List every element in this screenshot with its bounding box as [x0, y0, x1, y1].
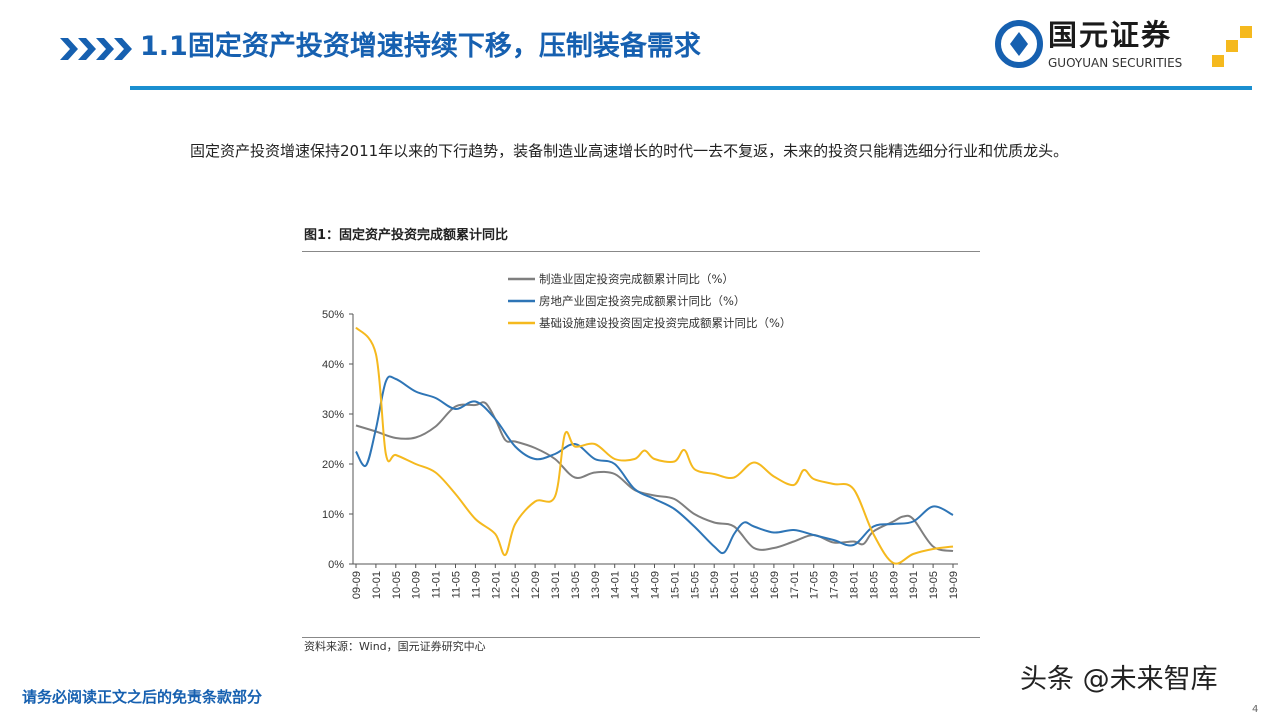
disclaimer-footer: 请务必阅读正文之后的免责条款部分: [22, 688, 263, 706]
legend-label-1: 制造业固定投资完成额累计同比（%）: [539, 272, 734, 286]
figure-source: 资料来源：Wind，国元证券研究中心: [304, 640, 486, 653]
watermark: 头条 @未来智库: [1020, 664, 1218, 695]
gold-squares-icon: [1212, 26, 1252, 67]
x-tick-label: 10-01: [371, 571, 383, 599]
legend-label-2: 房地产业固定投资完成额累计同比（%）: [539, 294, 745, 308]
x-tick-label: 15-09: [709, 571, 721, 599]
x-tick-label: 10-05: [391, 571, 403, 599]
y-tick-label: 50%: [322, 309, 344, 321]
x-tick-label: 19-01: [908, 571, 920, 599]
x-tick-label: 19-09: [948, 571, 960, 599]
x-tick-label: 10-09: [411, 571, 423, 599]
figure-title: 图1：固定资产投资完成额累计同比: [304, 228, 509, 243]
x-tick-label: 18-09: [888, 571, 900, 599]
guoyuan-logo-icon: [995, 20, 1043, 68]
series-line-2: [355, 375, 954, 555]
y-tick-label: 30%: [322, 409, 344, 421]
x-tick-label: 14-05: [630, 571, 642, 599]
x-tick-label: 15-01: [669, 571, 681, 599]
x-tick-label: 18-01: [849, 571, 861, 599]
y-tick-label: 40%: [322, 359, 344, 371]
x-tick-label: 13-09: [590, 571, 602, 599]
page-number: 4: [1252, 704, 1259, 715]
x-tick-label: 11-05: [451, 571, 463, 598]
x-tick-label: 17-01: [789, 571, 801, 599]
page-title: 1.1固定资产投资增速持续下移，压制装备需求: [140, 31, 701, 62]
chevron-arrows-icon: [60, 38, 132, 60]
x-tick-label: 17-05: [809, 571, 821, 599]
x-tick-label: 12-09: [530, 571, 542, 599]
source-divider: [302, 637, 980, 638]
x-tick-label: 16-09: [769, 571, 781, 599]
y-tick-label: 20%: [322, 459, 344, 471]
y-tick-label: 10%: [322, 509, 344, 521]
y-tick-label: 0%: [328, 559, 344, 571]
logo-text: 国元证券: [1048, 18, 1173, 52]
x-tick-label: 16-01: [729, 571, 741, 599]
series-line-3: [355, 326, 954, 565]
x-tick-label: 12-01: [490, 571, 502, 599]
x-tick-label: 13-05: [570, 571, 582, 599]
header-divider: [130, 86, 1252, 90]
x-tick-label: 17-09: [829, 571, 841, 599]
figure-divider: [302, 251, 980, 252]
x-tick-label: 11-01: [431, 571, 443, 598]
x-tick-label: 18-05: [868, 571, 880, 599]
x-tick-label: 15-05: [689, 571, 701, 599]
x-tick-label: 09-09: [351, 571, 363, 599]
x-tick-label: 16-05: [749, 571, 761, 599]
series-line-1: [355, 401, 954, 552]
logo-subtext: GUOYUAN SECURITIES: [1048, 56, 1183, 70]
x-tick-label: 11-09: [470, 571, 482, 598]
x-tick-label: 19-05: [928, 571, 940, 599]
legend-label-3: 基础设施建设投资固定投资完成额累计同比（%）: [539, 316, 791, 330]
x-tick-label: 12-05: [510, 571, 522, 599]
x-tick-label: 13-01: [550, 571, 562, 599]
body-paragraph: 固定资产投资增速保持2011年以来的下行趋势，装备制造业高速增长的时代一去不复返…: [190, 142, 1069, 160]
x-tick-label: 14-09: [650, 571, 662, 599]
x-tick-label: 14-01: [610, 571, 622, 599]
